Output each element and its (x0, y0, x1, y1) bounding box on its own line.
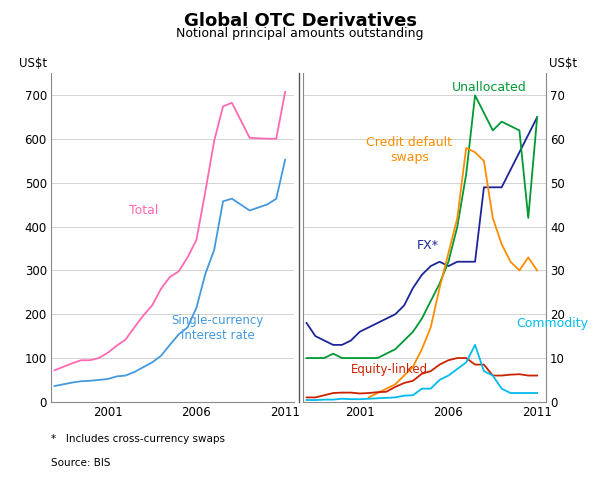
Text: Total: Total (128, 203, 158, 217)
Text: *   Includes cross-currency swaps: * Includes cross-currency swaps (51, 434, 225, 443)
Text: Single-currency
interest rate: Single-currency interest rate (172, 314, 264, 342)
Text: Source: BIS: Source: BIS (51, 458, 110, 468)
Text: Unallocated: Unallocated (452, 81, 527, 94)
Text: Notional principal amounts outstanding: Notional principal amounts outstanding (176, 27, 424, 40)
Text: FX*: FX* (416, 239, 439, 251)
Text: US$t: US$t (550, 57, 578, 70)
Text: US$t: US$t (19, 57, 47, 70)
Text: Credit default
swaps: Credit default swaps (367, 136, 452, 164)
Text: Equity-linked: Equity-linked (351, 364, 428, 376)
Text: Global OTC Derivatives: Global OTC Derivatives (184, 12, 416, 30)
Text: Commodity: Commodity (516, 318, 588, 330)
